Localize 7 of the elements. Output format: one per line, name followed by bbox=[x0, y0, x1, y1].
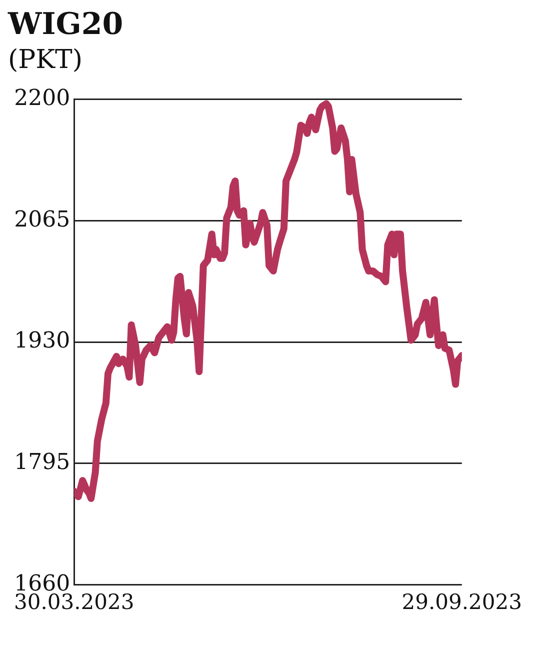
y-tick-label: 2200 bbox=[14, 86, 70, 111]
chart-title: WIG20 bbox=[8, 7, 124, 42]
chart-subtitle: (PKT) bbox=[8, 44, 84, 77]
y-tick-label: 1795 bbox=[14, 450, 70, 476]
x-tick-label: 29.09.2023 bbox=[402, 590, 522, 614]
y-tick-label: 1930 bbox=[14, 328, 70, 354]
y-tick-label: 2065 bbox=[14, 207, 70, 232]
